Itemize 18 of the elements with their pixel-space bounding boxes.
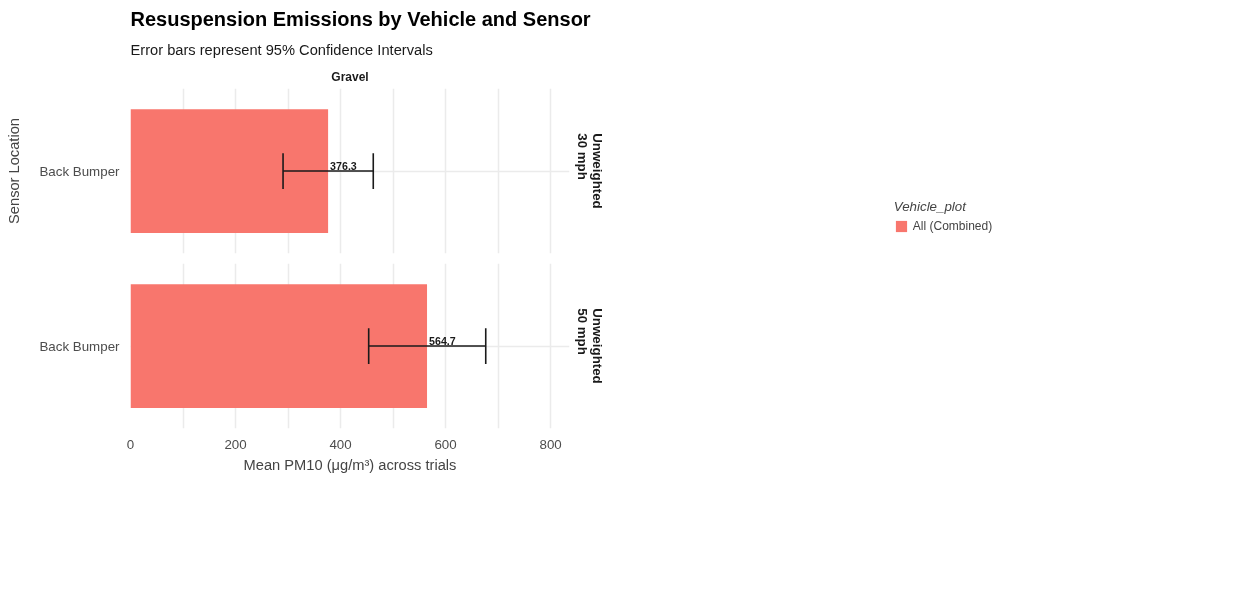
data-label: 376.3 [330, 159, 357, 172]
data-label: 564.7 [429, 334, 456, 347]
legend-title: Vehicle_plot [893, 199, 968, 214]
y-axis-title: Sensor Location [6, 118, 23, 224]
x-tick-label: 200 [224, 436, 247, 452]
y-tick-label: Back Bumper [39, 338, 121, 354]
chart-subtitle: Error bars represent 95% Confidence Intervals [130, 41, 433, 58]
x-tick-label: 600 [434, 436, 457, 452]
chart-title: Resuspension Emissions by Vehicle and Sensor [130, 7, 591, 30]
legend-label: All (Combined) [912, 219, 993, 233]
y-tick-label: Back Bumper [39, 163, 121, 179]
text: Unweighted 50 mph [574, 308, 605, 384]
text: Gravel [331, 69, 369, 84]
text: Unweighted 30 mph [574, 133, 605, 209]
x-tick-label: 0 [126, 436, 135, 452]
x-tick-label: 800 [539, 436, 562, 452]
x-axis-title: Mean PM10 (μg/m³) across trials [243, 456, 457, 473]
x-tick-label: 400 [329, 436, 352, 452]
